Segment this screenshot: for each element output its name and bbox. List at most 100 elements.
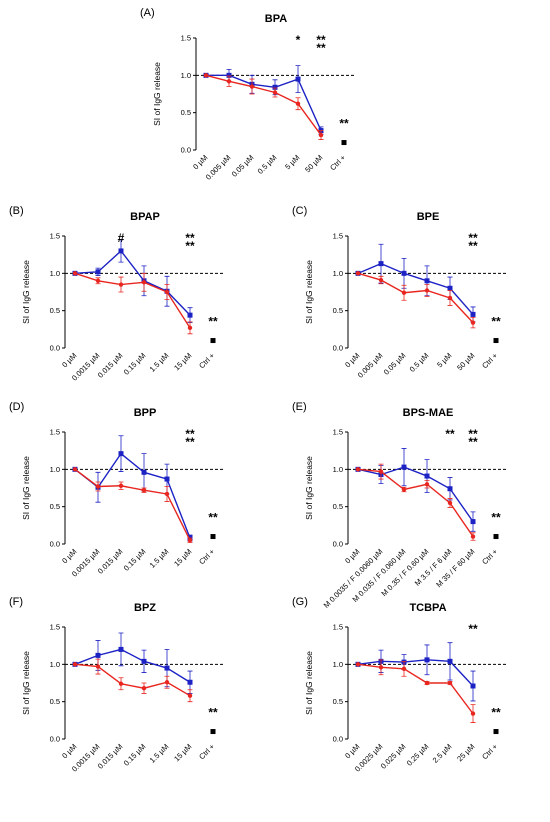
marker xyxy=(118,483,124,488)
marker xyxy=(401,666,407,672)
annotation: ** xyxy=(316,33,326,47)
marker xyxy=(141,488,147,493)
marker xyxy=(295,101,301,106)
marker xyxy=(378,277,384,283)
panel-label: (A) xyxy=(140,7,155,19)
series-line xyxy=(74,272,191,329)
x-tick-label: 50 µM xyxy=(303,153,324,174)
x-tick-label: 0.015 µM xyxy=(96,742,125,771)
marker xyxy=(424,288,430,293)
annotation: ** xyxy=(468,231,478,245)
y-tick-label: 1.0 xyxy=(333,465,343,474)
x-tick-label: 0.15 µM xyxy=(122,742,148,768)
marker xyxy=(95,664,101,669)
x-tick-label: 0 µM xyxy=(60,351,78,369)
x-tick-label: Ctrl + xyxy=(197,742,217,762)
marker xyxy=(72,271,78,276)
series-line xyxy=(74,663,191,697)
marker xyxy=(272,84,278,90)
marker xyxy=(447,285,453,291)
annotation: ** xyxy=(208,706,218,720)
marker xyxy=(187,325,193,331)
marker xyxy=(72,662,78,667)
y-tick-label: 0.0 xyxy=(333,540,343,549)
marker xyxy=(95,484,101,489)
panel-title: BPP xyxy=(134,407,157,419)
y-axis-label: SI of IgG release xyxy=(21,260,31,324)
annotation: # xyxy=(118,231,125,245)
y-tick-label: 0.5 xyxy=(333,306,343,315)
marker xyxy=(226,72,232,78)
annotation: ** xyxy=(208,315,218,329)
x-tick-label: 0.025 µM xyxy=(379,742,408,771)
x-tick-label: 0 µM xyxy=(343,351,361,369)
x-tick-label: 5 µM xyxy=(283,153,301,171)
x-tick-label: Ctrl + xyxy=(197,351,217,371)
y-tick-label: 1.0 xyxy=(50,269,60,278)
x-tick-label: Ctrl + xyxy=(480,742,500,762)
marker xyxy=(141,658,147,664)
y-tick-label: 0.0 xyxy=(181,146,191,155)
series-line xyxy=(357,272,474,324)
panel-label: (E) xyxy=(292,401,307,413)
y-tick-label: 0.0 xyxy=(50,344,60,353)
x-tick-label: 25 µM xyxy=(455,742,476,763)
series-line xyxy=(74,648,191,683)
annotation: ** xyxy=(185,239,195,253)
x-tick-label: 0 µM xyxy=(60,742,78,760)
annotation: ** xyxy=(468,239,478,253)
marker xyxy=(164,665,170,671)
marker xyxy=(72,467,78,472)
panel: (F) BPZ SI of IgG release 0.0 0.5 1.0 1.5 0 µM 0… xyxy=(9,596,225,774)
annotation: ** xyxy=(491,511,501,525)
panel-title: TCBPA xyxy=(409,602,446,614)
marker xyxy=(203,73,209,78)
x-tick-label: 50 µM xyxy=(455,351,476,372)
marker xyxy=(401,270,407,276)
y-tick-label: 0.0 xyxy=(333,344,343,353)
annotation: ** xyxy=(185,427,195,441)
marker xyxy=(424,278,430,284)
marker xyxy=(164,680,170,685)
marker xyxy=(95,278,101,283)
y-tick-label: 1.0 xyxy=(50,660,60,669)
x-tick-label: 0 µM xyxy=(60,547,78,565)
marker xyxy=(424,482,430,487)
y-tick-label: 0.5 xyxy=(181,108,191,117)
marker xyxy=(493,534,499,540)
x-tick-label: 0.015 µM xyxy=(96,547,125,576)
annotation: * xyxy=(296,33,301,47)
annotation: ** xyxy=(339,117,349,131)
annotation: ** xyxy=(208,511,218,525)
marker xyxy=(141,280,147,285)
annotation: ** xyxy=(491,315,501,329)
x-tick-label: 1.5 µM xyxy=(148,351,171,374)
series-line xyxy=(357,659,474,687)
marker xyxy=(318,132,324,138)
y-tick-label: 0.0 xyxy=(50,540,60,549)
y-tick-label: 0.5 xyxy=(50,697,60,706)
y-axis-label: SI of IgG release xyxy=(152,62,162,126)
marker xyxy=(424,473,430,479)
y-axis-label: SI of IgG release xyxy=(304,260,314,324)
marker xyxy=(210,338,216,344)
x-tick-label: 0 µM xyxy=(191,153,209,171)
panel-label: (G) xyxy=(292,596,308,608)
marker xyxy=(378,469,384,474)
x-tick-label: 0.005 µM xyxy=(204,153,233,182)
series-line xyxy=(357,262,474,315)
marker xyxy=(187,693,193,698)
panel: (G) TCBPA SI of IgG release 0.0 0.5 1.0 1.5 0 µ… xyxy=(292,596,508,774)
y-axis-label: SI of IgG release xyxy=(304,456,314,520)
y-tick-label: 1.5 xyxy=(50,623,60,632)
marker xyxy=(355,467,361,472)
series-line xyxy=(357,663,474,715)
marker xyxy=(187,538,193,543)
marker xyxy=(341,140,347,146)
marker xyxy=(210,729,216,735)
x-tick-label: 0.25 µM xyxy=(405,742,431,768)
annotation: ** xyxy=(468,435,478,449)
y-tick-label: 1.0 xyxy=(333,269,343,278)
